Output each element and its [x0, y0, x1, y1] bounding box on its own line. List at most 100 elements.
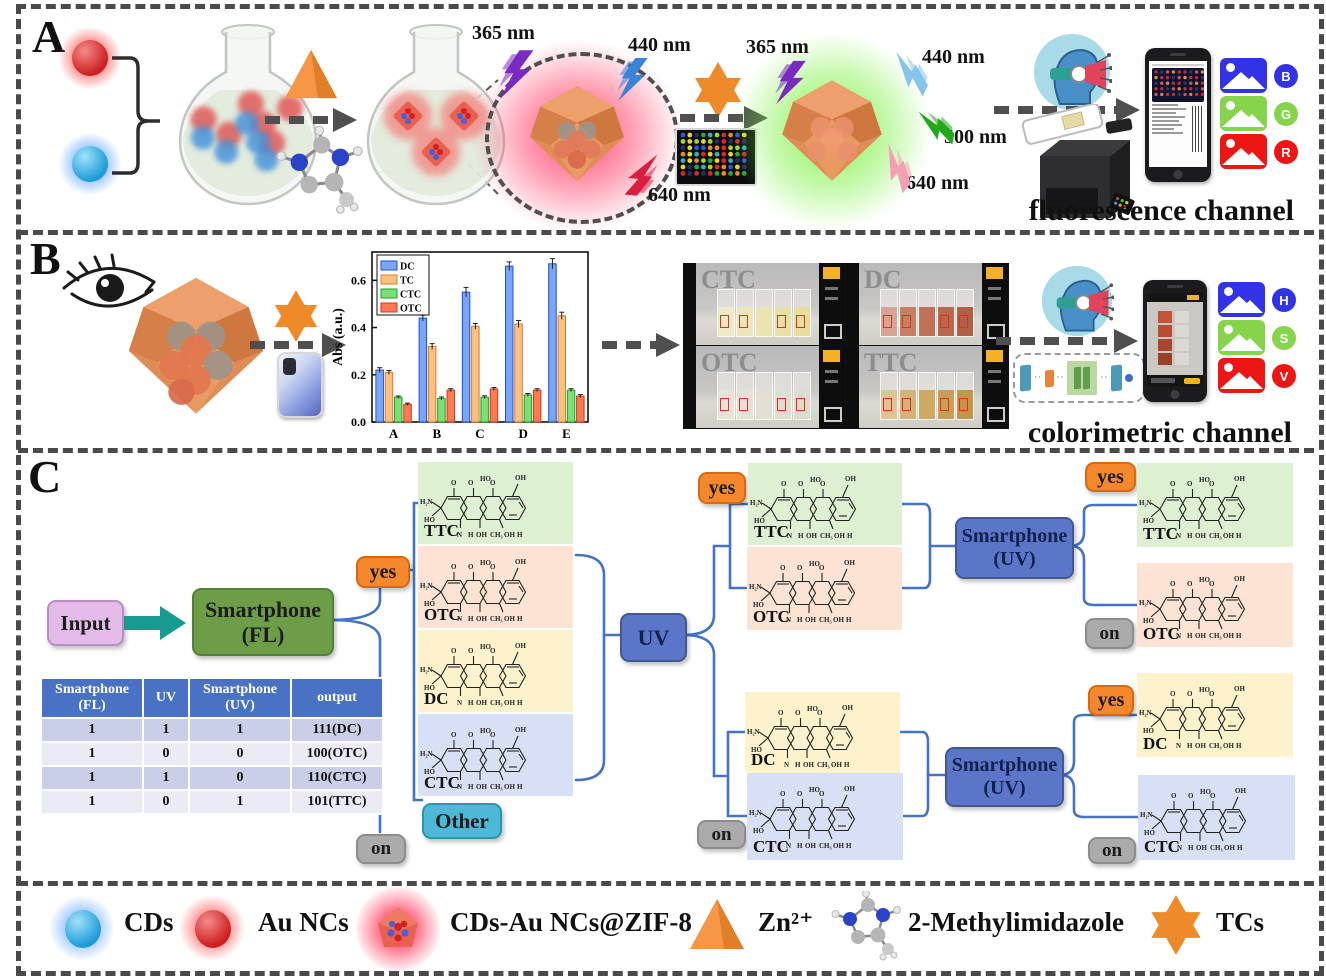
svg-text:H: H	[846, 842, 852, 850]
bar-OTC-A	[403, 403, 412, 423]
cuvette-photo-ctc: CTC	[683, 263, 845, 345]
svg-text:OH: OH	[504, 531, 515, 539]
svg-text:0.4: 0.4	[351, 321, 366, 335]
svg-text:HO: HO	[424, 684, 435, 692]
zif-particle-icon	[378, 907, 418, 947]
svg-text:H₂N: H₂N	[749, 583, 762, 591]
svg-text:OH: OH	[806, 532, 817, 540]
results-table-thumbnail	[1149, 104, 1207, 160]
svg-text:HO: HO	[809, 786, 820, 794]
smartphone-hsv-app	[1143, 280, 1207, 402]
bar-OTC-D	[532, 389, 542, 423]
smartphone-fl-line2: (FL)	[241, 622, 285, 647]
table-cell: 1	[188, 789, 292, 816]
structure-otc: O O HO O OH H₂N HO N H OH CH₃ OH H OTC	[747, 547, 902, 630]
uv-bolt-icon	[774, 60, 808, 106]
table-header: Smartphone (UV)	[188, 676, 292, 720]
smartphone-uv-box-2: Smartphone (UV)	[945, 747, 1064, 807]
to-photos-arrow	[600, 331, 682, 359]
cds-sphere-icon	[72, 146, 108, 182]
cuvette	[736, 372, 754, 420]
legend-tcs: TCs	[1216, 907, 1265, 937]
svg-text:H₂N: H₂N	[420, 666, 433, 674]
svg-text:H: H	[797, 842, 803, 850]
svg-text:H: H	[1188, 844, 1194, 852]
smartphone-fl-line1: Smartphone	[204, 596, 322, 622]
on-box-1: on	[356, 834, 406, 864]
cuvette	[956, 372, 974, 420]
table-cell: 0	[188, 741, 292, 768]
svg-text:CH₃: CH₃	[1210, 844, 1223, 852]
table-cell: 1	[40, 789, 144, 816]
chart-legend-CTC: CTC	[400, 290, 421, 301]
panel-c-logic-flow: C Input Smartphone (FL) Smartphone (FL) U…	[20, 450, 1320, 881]
cuvette	[793, 372, 811, 420]
structure-ctc: O O HO O OH H₂N HO N H OH CH₃ OH H CTC	[418, 714, 573, 796]
svg-text:CH₃: CH₃	[820, 532, 833, 540]
bar-TC-E	[557, 315, 566, 423]
lightblue-bolt-icon	[882, 49, 936, 98]
blue-bolt-icon	[616, 58, 650, 102]
svg-text:E: E	[562, 426, 571, 441]
svg-text:H: H	[1187, 532, 1193, 540]
other-box: Other	[422, 803, 502, 839]
barcode-thumbnail	[1192, 106, 1204, 152]
svg-text:OH: OH	[845, 475, 856, 483]
svg-text:N: N	[457, 531, 462, 539]
phone-home-button	[1173, 170, 1183, 179]
svg-text:HO: HO	[751, 746, 762, 754]
svg-text:O: O	[817, 709, 823, 717]
channel-letter-h: H	[1272, 288, 1296, 312]
yes-box-4: yes	[1088, 685, 1134, 716]
svg-text:O: O	[819, 790, 825, 798]
smartphone-uv-line2: (UV)	[983, 777, 1026, 799]
svg-text:CH₃: CH₃	[1209, 742, 1222, 750]
svg-text:O: O	[451, 479, 457, 487]
svg-text:H₂N: H₂N	[420, 750, 433, 758]
svg-text:OH: OH	[1234, 475, 1245, 483]
svg-text:O: O	[1187, 580, 1193, 588]
svg-text:N: N	[1176, 532, 1181, 540]
uv-bolt-icon	[498, 50, 536, 100]
cuvette	[717, 372, 735, 420]
bar-CTC-A	[394, 396, 403, 423]
flask-zif-product	[346, 20, 526, 218]
plate-image-thumbnail	[1152, 68, 1205, 102]
bar-DC-D	[505, 265, 514, 423]
table-cell: 1	[188, 717, 292, 744]
svg-text:H: H	[798, 532, 804, 540]
cuvette	[880, 372, 898, 420]
svg-text:O: O	[798, 480, 804, 488]
smartphone-uv-box-1: Smartphone (UV)	[955, 517, 1074, 579]
table-cell: 110(CTC)	[290, 765, 384, 792]
smartphone-uv-line1: Smartphone	[951, 754, 1058, 776]
svg-text:HO: HO	[424, 768, 435, 776]
phone-camera-module	[283, 358, 296, 375]
svg-text:OH: OH	[476, 531, 487, 539]
fluorescence-channel-label: fluorescence channel	[1028, 194, 1294, 227]
zif8-dodecahedron-green	[778, 76, 886, 184]
svg-text:O: O	[1170, 580, 1176, 588]
structure-ctc: O O HO O OH H₂N HO N H OH CH₃ OH H CTC	[747, 773, 903, 860]
svg-text:O: O	[1187, 480, 1193, 488]
svg-text:H: H	[468, 783, 474, 791]
structure-dc: O O HO O OH H₂N HO N H OH CH₃ OH H DC	[418, 630, 573, 712]
svg-text:N: N	[784, 761, 789, 769]
cuvette	[899, 372, 917, 420]
tcs-star-icon	[1148, 895, 1204, 955]
svg-text:N: N	[1176, 742, 1181, 750]
structure-otc: O O HO O OH H₂N HO N H OH CH₃ OH H OTC	[418, 546, 573, 628]
svg-text:H₂N: H₂N	[1139, 599, 1152, 607]
bar-CTC-E	[566, 389, 576, 423]
input-box: Input	[47, 600, 124, 646]
svg-text:CH₃: CH₃	[817, 761, 830, 769]
bar-TC-A	[384, 371, 394, 423]
chart-legend-OTC: OTC	[400, 304, 422, 315]
svg-text:OH: OH	[1235, 787, 1246, 795]
svg-text:O: O	[1210, 792, 1216, 800]
cuvette	[899, 289, 917, 337]
cuvette	[717, 289, 735, 337]
svg-text:0.2: 0.2	[351, 368, 366, 382]
svg-text:D: D	[519, 426, 528, 441]
svg-text:N: N	[786, 842, 791, 850]
